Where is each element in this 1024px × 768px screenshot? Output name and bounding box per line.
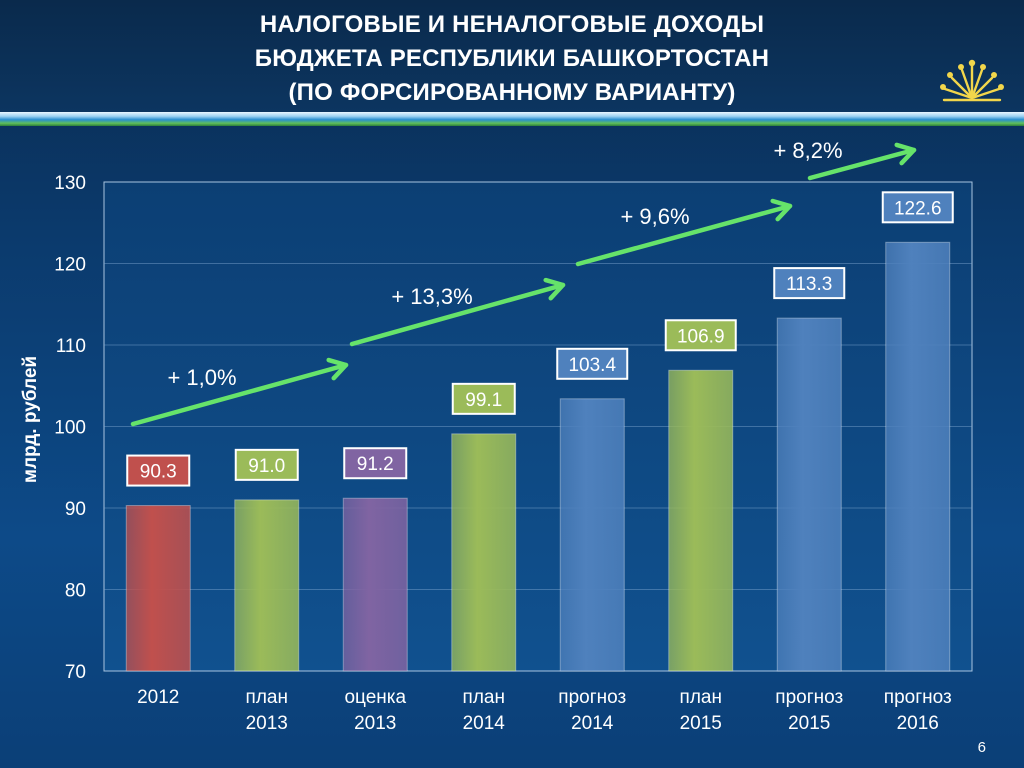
x-category-label: план: [246, 687, 288, 708]
growth-arrow: [130, 362, 349, 427]
y-tick-label: 80: [65, 581, 86, 602]
x-category-label: прогноз: [558, 687, 626, 708]
bar: [559, 398, 625, 672]
growth-arrow-head: [326, 357, 349, 381]
x-category-label: 2014: [571, 713, 614, 734]
slide-title: НАЛОГОВЫЕ И НЕНАЛОГОВЫЕ ДОХОДЫ БЮДЖЕТА Р…: [0, 8, 1024, 110]
bar: [668, 369, 734, 672]
decorative-band: [0, 112, 1024, 126]
bar: [776, 317, 842, 672]
growth-label: + 1,0%: [167, 365, 236, 390]
growth-arrow-head: [894, 142, 917, 166]
data-label: 122.6: [894, 198, 942, 219]
x-category-label: 2016: [897, 713, 939, 734]
kurai-flower-emblem-icon: [936, 52, 1008, 104]
x-category-label: план: [463, 687, 505, 708]
y-tick-label: 130: [54, 173, 86, 194]
bar: [234, 499, 300, 672]
data-label: 99.1: [465, 390, 502, 411]
x-category-label: прогноз: [884, 687, 952, 708]
y-axis-label: млрд. рублей: [20, 356, 41, 483]
x-category-label: прогноз: [775, 687, 843, 708]
growth-arrow-head: [543, 277, 566, 301]
bar: [885, 241, 951, 672]
data-label-box: [451, 382, 516, 415]
data-label-box: [234, 448, 299, 481]
data-label: 90.3: [140, 462, 177, 483]
data-label: 113.3: [786, 274, 832, 295]
data-label-box: [126, 454, 191, 487]
growth-label: + 8,2%: [773, 138, 842, 163]
growth-arrow: [349, 282, 566, 347]
data-label: 91.2: [357, 454, 394, 475]
x-category-label: оценка: [344, 687, 406, 708]
bar: [451, 433, 517, 672]
data-label-box: [664, 319, 737, 352]
y-tick-label: 120: [54, 255, 86, 276]
y-tick-label: 110: [56, 336, 86, 357]
growth-label: + 13,3%: [391, 284, 472, 309]
growth-arrow: [575, 203, 793, 267]
data-label-box: [881, 191, 954, 224]
revenue-bar-chart: 70 80 90 100 110 120 130 млрд. рублей 90.3 2012 91…: [0, 126, 1024, 768]
chart-canvas: 70 80 90 100 110 120 130 млрд. рублей 90.3 2012 91…: [20, 138, 973, 734]
x-category-label: 2013: [246, 713, 288, 734]
y-tick-label: 90: [65, 499, 86, 520]
data-label: 103.4: [568, 355, 616, 376]
data-label: 106.9: [677, 326, 725, 347]
slide-header: НАЛОГОВЫЕ И НЕНАЛОГОВЫЕ ДОХОДЫ БЮДЖЕТА Р…: [0, 0, 1024, 112]
y-tick-label: 100: [54, 418, 86, 439]
bar: [125, 505, 191, 672]
bar: [342, 497, 408, 672]
growth-arrow: [807, 147, 917, 181]
data-label-box: [773, 267, 846, 300]
data-label-box: [343, 447, 408, 480]
page-number: 6: [977, 739, 986, 756]
x-category-label: 2012: [137, 687, 179, 708]
data-label-box: [556, 347, 629, 380]
y-tick-label: 70: [65, 662, 86, 683]
growth-arrow-head: [770, 198, 793, 222]
title-line-1: НАЛОГОВЫЕ И НЕНАЛОГОВЫЕ ДОХОДЫ: [259, 11, 765, 38]
x-category-label: план: [680, 687, 722, 708]
title-line-2: БЮДЖЕТА РЕСПУБЛИКИ БАШКОРТОСТАН: [254, 45, 770, 72]
growth-label: + 9,6%: [620, 204, 689, 229]
x-category-label: 2015: [680, 713, 722, 734]
title-line-3: (ПО ФОРСИРОВАННОМУ ВАРИАНТУ): [288, 79, 736, 106]
data-label: 91.0: [248, 456, 285, 477]
x-category-label: 2015: [788, 713, 830, 734]
x-category-label: 2013: [354, 713, 396, 734]
x-category-label: 2014: [463, 713, 506, 734]
